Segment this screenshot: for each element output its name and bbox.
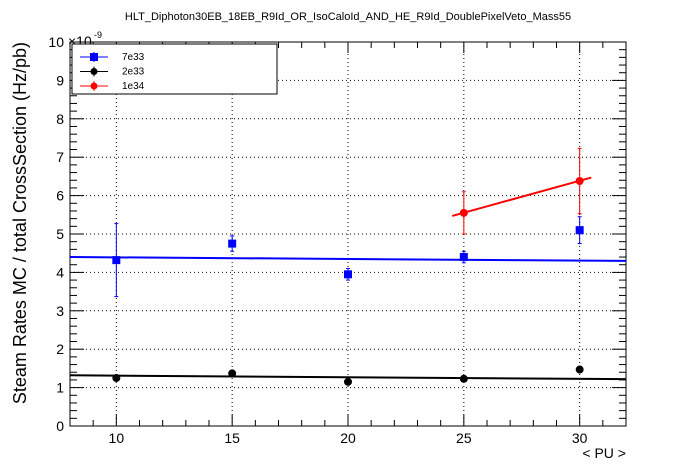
y-tick-label: 9 xyxy=(56,72,64,88)
y-axis-exponent: -9 xyxy=(94,30,102,40)
y-tick-label: 6 xyxy=(56,188,64,204)
data-point xyxy=(112,256,121,265)
series-layer xyxy=(69,147,627,386)
x-tick-label: 20 xyxy=(340,430,356,446)
data-point xyxy=(575,177,584,186)
data-point xyxy=(344,270,352,279)
series-7e33 xyxy=(69,216,627,298)
y-tick-label: 10 xyxy=(48,34,64,50)
y-tick-label: 0 xyxy=(56,418,64,434)
axes: 10 15 20 25 30 0 1 2 3 4 5 6 7 8 9 10 xyxy=(48,34,627,446)
x-tick-label: 10 xyxy=(109,430,125,446)
x-axis-label: < PU > xyxy=(582,445,626,461)
legend-marker xyxy=(90,68,98,75)
y-tick-label: 2 xyxy=(56,341,64,357)
y-tick-label: 3 xyxy=(56,303,64,319)
data-point xyxy=(459,374,468,383)
legend-label: 7e33 xyxy=(122,52,145,63)
fit-line xyxy=(451,176,592,217)
y-tick-label: 5 xyxy=(56,226,64,242)
data-point xyxy=(575,226,584,235)
data-point xyxy=(112,374,121,382)
data-point xyxy=(459,253,468,262)
fit-line xyxy=(69,374,627,381)
series-1e34 xyxy=(451,147,592,235)
fit-line xyxy=(69,256,627,262)
x-tick-label: 25 xyxy=(456,430,472,446)
data-point xyxy=(575,365,584,374)
legend: 7e33 2e33 1e34 xyxy=(71,43,278,95)
y-tick-label: 8 xyxy=(56,111,64,127)
y-tick-label: 4 xyxy=(56,264,64,280)
legend-label: 1e34 xyxy=(122,81,145,92)
data-point xyxy=(344,377,352,386)
data-point xyxy=(459,208,468,217)
y-tick-label: 1 xyxy=(56,380,64,396)
legend-marker xyxy=(90,53,98,61)
x-tick-label: 30 xyxy=(572,430,588,446)
legend-label: 2e33 xyxy=(122,67,145,78)
chart-title: HLT_Diphoton30EB_18EB_R9Id_OR_IsoCaloId_… xyxy=(125,11,571,23)
y-axis-label: Steam Rates MC / total CrossSection (Hz/… xyxy=(10,42,30,404)
x-tick-label: 15 xyxy=(224,430,240,446)
data-point xyxy=(228,239,237,248)
grid xyxy=(70,42,626,426)
y-tick-label: 7 xyxy=(56,149,64,165)
legend-marker xyxy=(90,82,98,90)
series-2e33 xyxy=(69,365,627,386)
data-point xyxy=(228,369,237,378)
